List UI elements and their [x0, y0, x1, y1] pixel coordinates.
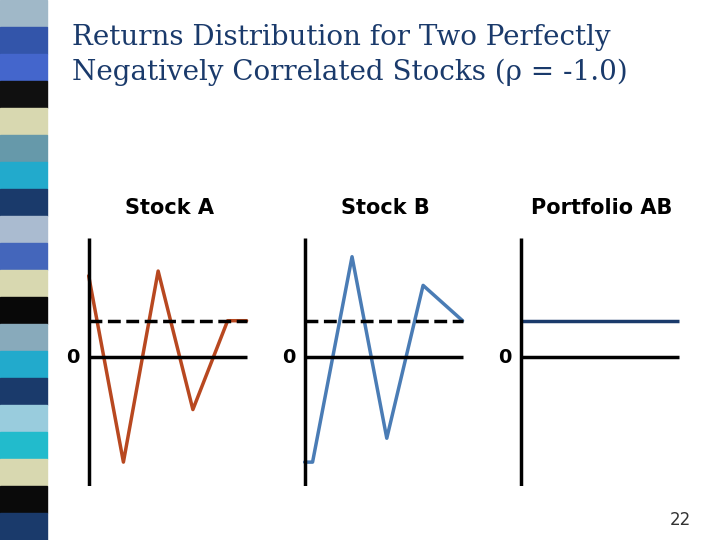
- Text: Stock B: Stock B: [341, 198, 430, 218]
- Text: 22: 22: [670, 511, 691, 529]
- Text: Portfolio AB: Portfolio AB: [531, 198, 672, 218]
- Text: 0: 0: [499, 348, 512, 367]
- Text: 0: 0: [67, 348, 80, 367]
- Text: Stock A: Stock A: [125, 198, 214, 218]
- Text: Returns Distribution for Two Perfectly
Negatively Correlated Stocks (ρ = -1.0): Returns Distribution for Two Perfectly N…: [72, 24, 628, 86]
- Text: 0: 0: [283, 348, 296, 367]
